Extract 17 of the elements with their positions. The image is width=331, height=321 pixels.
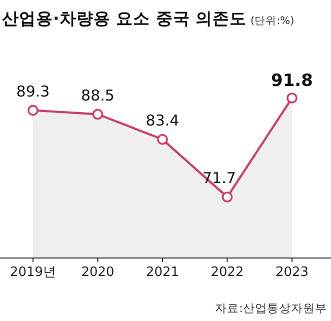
x-tick-label: 2022 <box>210 265 244 280</box>
point <box>222 192 233 202</box>
x-tick-label: 2020 <box>81 265 114 280</box>
subtitle: (단위:%) <box>250 15 294 27</box>
point <box>92 108 104 120</box>
x-tick-label: 2023 <box>275 265 309 280</box>
data-label: 91.8 <box>271 71 313 91</box>
text: 자료:산업통상자원부 <box>215 301 327 315</box>
x-tick-label: 2019년 <box>10 265 56 280</box>
data-label: 88.5 <box>81 86 114 104</box>
point <box>286 92 298 104</box>
x-tick-label: 2021 <box>146 265 180 280</box>
title: 산업용·차량용 요소 중국 의존도 <box>2 9 247 28</box>
data-label: 83.4 <box>146 111 180 130</box>
data-label: 89.3 <box>16 82 50 100</box>
point <box>28 104 38 116</box>
point <box>157 134 168 145</box>
